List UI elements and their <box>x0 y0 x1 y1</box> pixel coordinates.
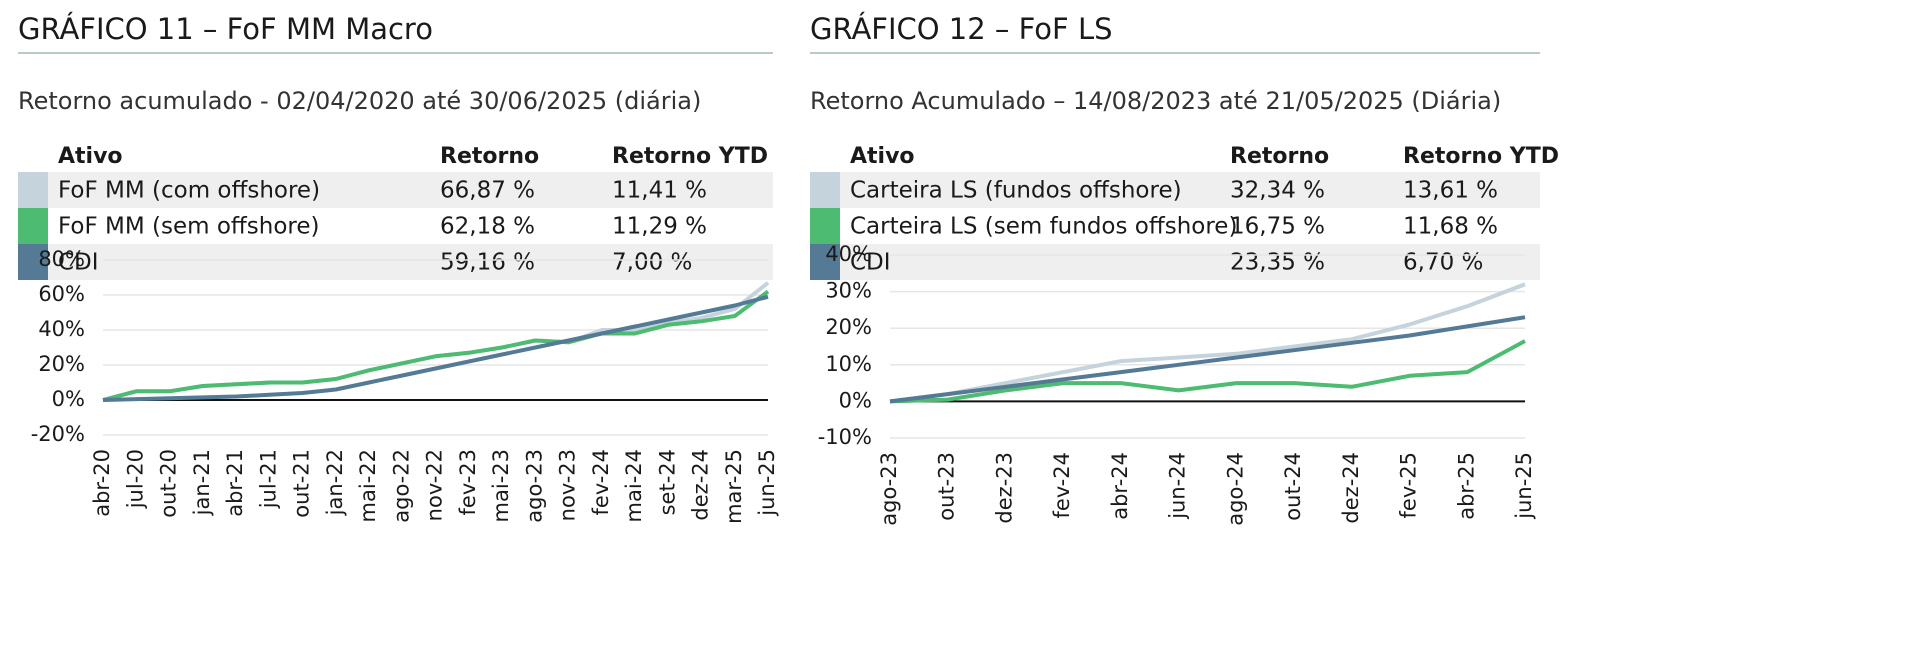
return-value: 32,34 % <box>1230 178 1325 204</box>
table-header: Retorno <box>440 144 539 169</box>
legend-swatch <box>810 172 840 208</box>
table-header: Ativo <box>850 144 915 169</box>
x-tick-label: mar-25 <box>722 449 746 524</box>
legend-swatch <box>18 244 48 280</box>
legend-label: CDI <box>58 250 99 276</box>
x-tick-label: out-20 <box>157 449 181 518</box>
return-value: 66,87 % <box>440 178 535 204</box>
ytd-value: 6,70 % <box>1403 250 1483 276</box>
x-tick-label: ago-22 <box>389 449 413 523</box>
x-tick-label: fev-23 <box>456 449 480 515</box>
legend-label: FoF MM (com offshore) <box>58 178 320 204</box>
x-tick-label: nov-22 <box>423 449 447 521</box>
row-band <box>840 172 1540 208</box>
y-tick-label: 10% <box>825 352 872 376</box>
ytd-value: 11,29 % <box>612 214 707 240</box>
x-tick-label: jan-22 <box>323 449 347 516</box>
y-tick-label: 40% <box>825 242 872 266</box>
y-tick-label: 30% <box>825 279 872 303</box>
y-tick-label: 0% <box>839 388 872 412</box>
y-tick-label: 40% <box>38 317 85 341</box>
x-tick-label: set-24 <box>655 449 679 515</box>
return-value: 16,75 % <box>1230 214 1325 240</box>
x-tick-label: dez-24 <box>689 449 713 521</box>
x-tick-label: mai-22 <box>356 449 380 522</box>
legend-swatch <box>18 208 48 244</box>
table-header: Retorno YTD <box>612 144 768 169</box>
table-header: Ativo <box>58 144 123 169</box>
series-line <box>889 315 1526 404</box>
y-tick-label: 80% <box>38 247 85 271</box>
y-tick-label: 0% <box>52 387 85 411</box>
series-line <box>889 282 1526 404</box>
ytd-value: 11,41 % <box>612 178 707 204</box>
y-tick-label: 20% <box>825 315 872 339</box>
x-tick-label: ago-24 <box>1223 452 1247 526</box>
x-tick-label: nov-23 <box>556 449 580 521</box>
x-tick-label: jun-25 <box>755 449 779 517</box>
x-tick-label: ago-23 <box>522 449 546 523</box>
legend-label: CDI <box>850 250 891 276</box>
legend-swatch <box>810 208 840 244</box>
x-tick-label: fev-24 <box>589 449 613 515</box>
legend-label: FoF MM (sem offshore) <box>58 214 319 240</box>
x-tick-label: fev-25 <box>1397 452 1421 518</box>
ytd-value: 11,68 % <box>1403 214 1498 240</box>
x-tick-label: out-21 <box>290 449 314 518</box>
chart-subtitle: Retorno acumulado - 02/04/2020 até 30/06… <box>18 87 701 115</box>
return-value: 23,35 % <box>1230 250 1325 276</box>
y-tick-label: 20% <box>38 352 85 376</box>
x-tick-label: abr-25 <box>1454 452 1478 520</box>
chart-title: GRÁFICO 11 – FoF MM Macro <box>18 12 433 46</box>
x-tick-label: abr-21 <box>223 449 247 517</box>
y-tick-label: -10% <box>818 425 872 449</box>
y-tick-label: -20% <box>31 422 85 446</box>
x-tick-label: jul-21 <box>256 449 280 509</box>
series-line <box>102 281 770 402</box>
x-tick-label: abr-20 <box>90 449 114 517</box>
return-value: 62,18 % <box>440 214 535 240</box>
row-band <box>48 172 773 208</box>
x-tick-label: mai-24 <box>622 449 646 522</box>
x-tick-label: jan-21 <box>190 449 214 516</box>
x-tick-label: jun-25 <box>1512 452 1536 520</box>
legend-swatch <box>18 172 48 208</box>
x-tick-label: jun-24 <box>1166 452 1190 520</box>
x-tick-label: fev-24 <box>1050 452 1074 518</box>
legend-label: Carteira LS (sem fundos offshore) <box>850 214 1237 240</box>
series-line <box>102 289 770 402</box>
chart-title: GRÁFICO 12 – FoF LS <box>810 12 1113 46</box>
return-value: 59,16 % <box>440 250 535 276</box>
x-tick-label: ago-23 <box>877 452 901 526</box>
x-tick-label: jul-20 <box>123 449 147 509</box>
x-tick-label: out-23 <box>935 452 959 521</box>
ytd-value: 13,61 % <box>1403 178 1498 204</box>
series-line <box>102 294 769 402</box>
x-tick-label: dez-24 <box>1339 452 1363 524</box>
chart-subtitle: Retorno Acumulado – 14/08/2023 até 21/05… <box>810 87 1501 115</box>
x-tick-label: mai-23 <box>489 449 513 522</box>
legend-swatch <box>810 244 840 280</box>
table-header: Retorno <box>1230 144 1329 169</box>
x-tick-label: dez-23 <box>992 452 1016 524</box>
legend-label: Carteira LS (fundos offshore) <box>850 178 1182 204</box>
x-tick-label: abr-24 <box>1108 452 1132 520</box>
row-band <box>48 244 773 280</box>
series-line <box>889 339 1526 404</box>
row-band <box>840 244 1540 280</box>
table-header: Retorno YTD <box>1403 144 1559 169</box>
ytd-value: 7,00 % <box>612 250 692 276</box>
y-tick-label: 60% <box>38 282 85 306</box>
x-tick-label: out-24 <box>1281 452 1305 521</box>
